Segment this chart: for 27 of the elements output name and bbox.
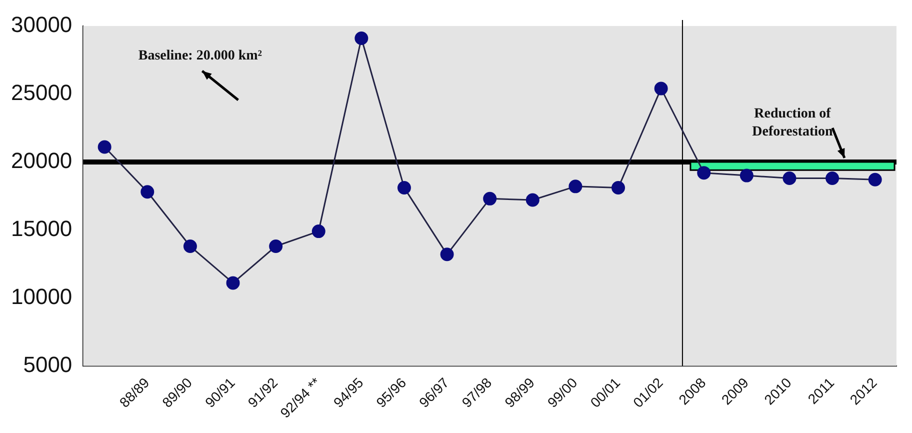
point bbox=[612, 181, 626, 195]
point bbox=[654, 82, 668, 96]
point bbox=[526, 193, 540, 207]
point bbox=[697, 166, 711, 180]
point bbox=[183, 240, 197, 253]
point bbox=[226, 276, 240, 290]
point bbox=[782, 172, 796, 186]
point bbox=[354, 31, 368, 45]
ref-line-label: Baseline: 20.000 km² bbox=[138, 48, 262, 64]
point bbox=[440, 248, 454, 262]
point bbox=[740, 168, 754, 182]
point bbox=[868, 172, 882, 186]
point bbox=[269, 240, 283, 253]
y-tick-label: 10000 bbox=[10, 284, 72, 309]
point bbox=[98, 140, 112, 154]
point bbox=[312, 224, 326, 238]
y-tick-label: 25000 bbox=[10, 80, 72, 106]
point bbox=[483, 192, 497, 206]
point bbox=[397, 181, 411, 195]
y-tick-label: 30000 bbox=[10, 12, 72, 38]
band-label: Reduction of Deforestation bbox=[752, 106, 833, 140]
point bbox=[568, 180, 582, 194]
y-tick-label: 20000 bbox=[10, 148, 72, 174]
point bbox=[140, 185, 154, 199]
point bbox=[826, 172, 840, 186]
y-tick-label: 5000 bbox=[23, 352, 72, 377]
y-tick-label: 15000 bbox=[10, 216, 72, 241]
